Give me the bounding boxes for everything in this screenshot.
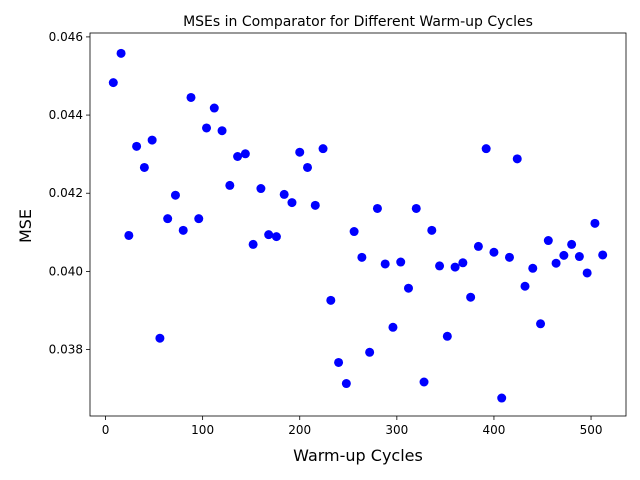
data-point [334,357,344,367]
data-point [466,292,476,302]
x-tick-label: 100 [191,423,214,437]
data-point [489,247,499,257]
data-point [178,225,188,235]
data-point [528,263,538,273]
data-point [209,103,219,113]
data-point [295,147,305,157]
data-point [225,180,235,190]
data-point [411,203,421,213]
x-tick-label: 200 [288,423,311,437]
y-axis-ticks: 0.038 0.040 0.042 0.044 0.046 [49,30,90,357]
data-point [349,227,359,237]
data-point [202,123,212,133]
data-point [264,230,274,240]
data-point [427,225,437,235]
data-point [256,184,266,194]
y-tick-label: 0.044 [49,108,83,122]
y-axis-label: MSE [16,209,35,243]
data-point [458,258,468,268]
data-point [194,214,204,224]
plot-frame [89,32,627,417]
data-point [132,141,142,151]
data-point [567,239,577,249]
data-point [450,262,460,272]
data-point [473,241,483,251]
data-point [116,48,126,58]
data-point [574,252,584,262]
data-point [139,162,149,172]
data-point [163,214,173,224]
data-point [124,230,134,240]
data-point [326,295,336,305]
data-point [435,261,445,271]
y-tick-label: 0.042 [49,186,83,200]
data-point [512,154,522,164]
data-point [388,322,398,332]
data-point [271,232,281,242]
x-axis-ticks: 0 100 200 300 400 500 [102,416,603,437]
data-point [287,198,297,208]
data-point [559,250,569,260]
data-point [248,239,258,249]
y-tick-label: 0.038 [49,343,83,357]
data-point [233,152,243,161]
data-point [147,135,157,145]
y-tick-label: 0.046 [49,30,83,44]
data-point [403,283,413,293]
chart-title: MSEs in Comparator for Different Warm-up… [183,14,533,30]
data-point [341,379,351,389]
data-point [536,319,546,329]
data-point [155,333,165,343]
data-point [217,126,227,136]
data-point [543,236,553,246]
data-point [520,281,530,291]
data-point [318,144,328,154]
data-point [310,200,320,210]
x-tick-label: 300 [385,423,408,437]
data-point [303,162,313,172]
data-point [396,257,406,267]
data-point [419,377,429,387]
data-point [551,258,561,268]
x-axis-label: Warm-up Cycles [293,446,423,465]
data-point [481,144,491,154]
data-point [504,252,514,262]
data-point [240,149,250,159]
data-point [598,250,608,260]
data-point [590,218,600,228]
x-tick-label: 500 [580,423,603,437]
data-point [170,190,180,200]
data-point [279,189,289,199]
data-point [582,268,592,278]
data-point [108,78,118,88]
data-point [365,347,375,357]
data-point [497,393,507,403]
data-points [108,48,608,403]
data-point [357,252,367,262]
data-point [186,92,196,102]
y-tick-label: 0.040 [49,264,83,278]
data-point [442,331,452,341]
x-tick-label: 400 [482,423,505,437]
data-point [372,203,382,213]
x-tick-label: 0 [102,423,110,437]
data-point [380,259,390,269]
